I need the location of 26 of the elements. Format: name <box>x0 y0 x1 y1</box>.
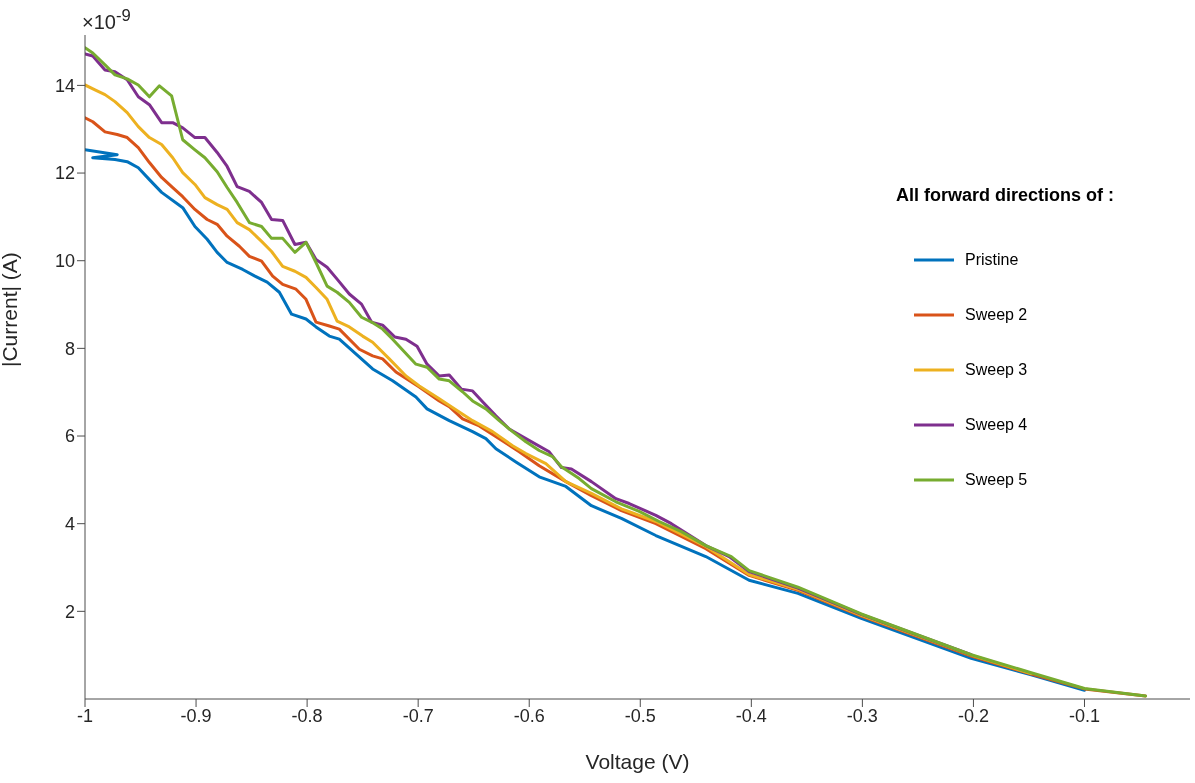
x-tick-label: -0.6 <box>513 705 545 726</box>
x-tick-label: -0.7 <box>402 705 434 726</box>
x-tick-label: -1 <box>76 705 94 726</box>
legend-label: Sweep 4 <box>965 415 1028 434</box>
y-tick-label: 6 <box>64 426 75 447</box>
x-tick-label: -0.2 <box>957 705 989 726</box>
y-axis-title: |Current| (A) <box>0 252 22 367</box>
y-tick-label: 12 <box>54 163 75 184</box>
y-tick-label: 8 <box>64 338 75 359</box>
legend-label: Sweep 2 <box>965 305 1028 324</box>
legend-title: All forward directions of : <box>895 185 1115 206</box>
x-tick-label: -0.3 <box>846 705 878 726</box>
x-axis-title: Voltage (V) <box>585 750 690 773</box>
x-tick-label: -0.9 <box>180 705 212 726</box>
x-tick-label: -0.4 <box>735 705 767 726</box>
x-tick-label: -0.8 <box>291 705 323 726</box>
y-tick-label: 4 <box>64 514 75 535</box>
y-tick-label: 14 <box>54 75 75 96</box>
legend-label: Sweep 3 <box>965 360 1028 379</box>
x-tick-label: -0.5 <box>624 705 656 726</box>
legend-label: Sweep 5 <box>965 470 1028 489</box>
y-tick-label: 10 <box>54 251 75 272</box>
legend-label: Pristine <box>965 250 1019 269</box>
text: ×10$^{-9}$ <box>82 6 131 34</box>
x-tick-label: -0.1 <box>1068 705 1101 726</box>
y-tick-label: 2 <box>64 601 75 622</box>
